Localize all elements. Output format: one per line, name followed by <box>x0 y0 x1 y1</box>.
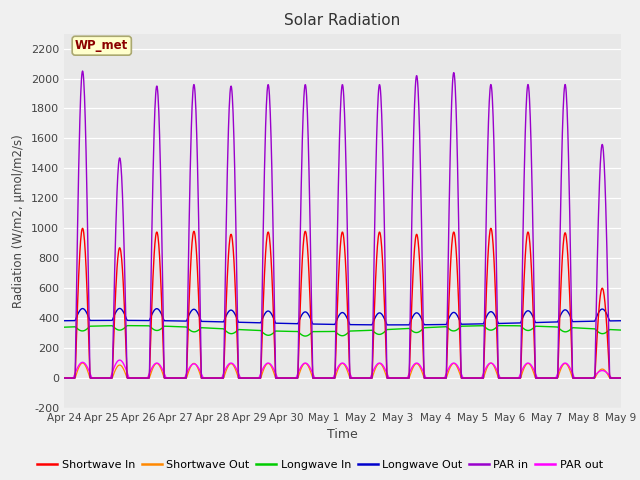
Title: Solar Radiation: Solar Radiation <box>284 13 401 28</box>
Legend: Shortwave In, Shortwave Out, Longwave In, Longwave Out, PAR in, PAR out: Shortwave In, Shortwave Out, Longwave In… <box>33 456 607 474</box>
X-axis label: Time: Time <box>327 429 358 442</box>
Text: WP_met: WP_met <box>75 39 129 52</box>
Y-axis label: Radiation (W/m2, μmol/m2/s): Radiation (W/m2, μmol/m2/s) <box>12 134 26 308</box>
